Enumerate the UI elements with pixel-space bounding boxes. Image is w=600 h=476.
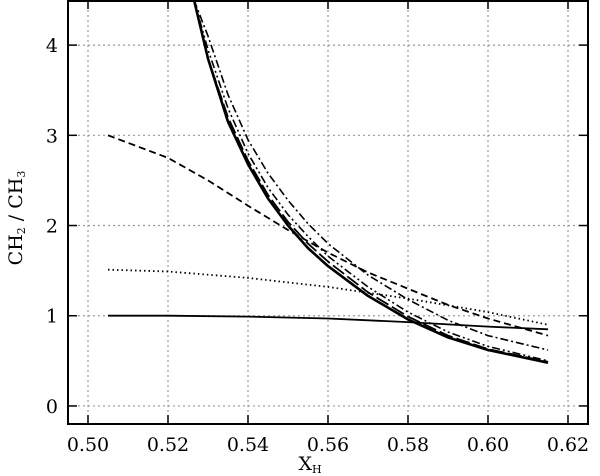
tick-labels: 0.50 0.52 0.54 0.56 0.58 0.60 0.62 0 1 2 3 4 <box>46 35 589 456</box>
series-line-longdash <box>193 0 549 363</box>
series-group <box>107 0 549 364</box>
x-tick-label: 0.58 <box>387 434 429 456</box>
series-line-dashdotdot <box>193 0 549 362</box>
y-tick-label: 1 <box>46 306 58 328</box>
grid <box>68 0 588 424</box>
x-tick-label: 0.50 <box>67 434 109 456</box>
y-tick-label: 3 <box>46 125 58 147</box>
x-tick-label: 0.56 <box>307 434 349 456</box>
y-tick-label: 2 <box>46 216 58 238</box>
x-tick-label: 0.52 <box>147 434 189 456</box>
series-line-dotted <box>107 268 549 326</box>
x-tick-label: 0.60 <box>467 434 509 456</box>
series-line-solid <box>108 314 549 331</box>
y-tick-label: 4 <box>46 35 58 57</box>
ticks <box>68 0 588 424</box>
y-tick-label: 0 <box>46 396 58 418</box>
series-line-solid-thick <box>192 0 549 364</box>
x-tick-label: 0.62 <box>547 434 589 456</box>
x-tick-label: 0.54 <box>227 434 269 456</box>
y-axis-label: CH2 / CH3 <box>5 171 28 266</box>
series-line-dashdot <box>193 0 549 351</box>
x-axis-label: XH <box>298 453 321 476</box>
series-line-dashed <box>107 134 549 337</box>
